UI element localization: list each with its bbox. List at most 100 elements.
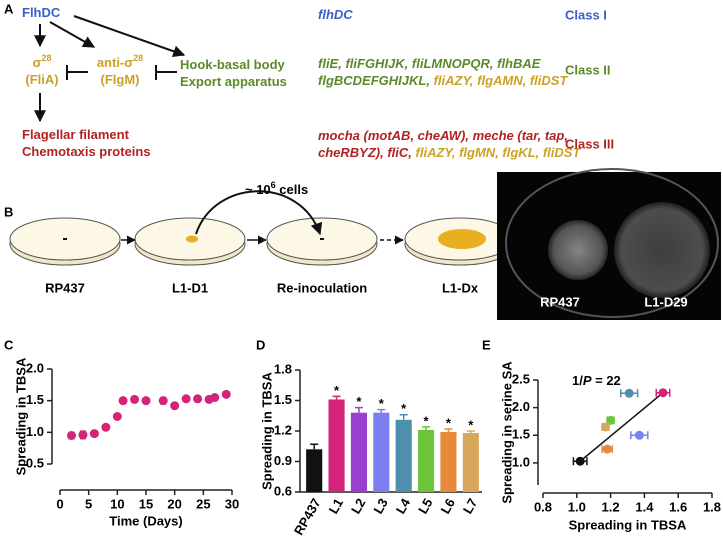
regulation-arrows	[34, 15, 186, 123]
text-segment: (FliA)	[25, 72, 58, 87]
gene-list: cheRBYZ), fliC, fliAZY, flgMN, flgKL, fl…	[318, 145, 581, 160]
bar	[373, 412, 390, 492]
class-label: Class III	[565, 136, 614, 151]
panel-label: D	[256, 337, 265, 352]
text-segment: fliE, fliFGHIJK, fliLMNOPQR, flhBAE	[318, 56, 541, 71]
x-tick-label: L5	[415, 496, 436, 517]
dish-label: Re-inoculation	[277, 280, 367, 295]
text-segment: fliAZY, flgMN, flgKL, fliDST	[416, 145, 582, 160]
text-segment: cheRBYZ), fliC,	[318, 145, 416, 160]
gene-list: flgBCDEFGHIJKL, fliAZY, flgAMN, fliDST	[318, 73, 568, 88]
significance: *	[401, 401, 407, 416]
node-label: (FlgM)	[101, 72, 140, 87]
error-bar	[332, 395, 341, 400]
x-tick-label: 25	[196, 496, 210, 511]
text-segment: σ	[33, 55, 42, 70]
node-label: Chemotaxis proteins	[22, 144, 151, 159]
point	[601, 422, 611, 432]
class-label: Class I	[565, 7, 607, 22]
y-tick-label: 2.0	[512, 399, 530, 414]
error-bar	[354, 406, 363, 413]
node-label: σ28	[33, 53, 52, 70]
bar	[306, 449, 323, 492]
node-label: (FliA)	[25, 72, 58, 87]
point	[112, 412, 122, 421]
y-axis-label: Spreading in TBSA	[259, 372, 274, 490]
error-bar	[444, 428, 453, 433]
point	[89, 429, 99, 439]
text-segment: flhDC	[318, 7, 353, 22]
photo-label: RP437	[540, 294, 580, 309]
point	[658, 388, 668, 398]
text-segment: Export apparatus	[180, 74, 287, 89]
text-segment: 6	[271, 180, 276, 190]
text-segment: fliAZY, flgAMN, fliDST	[434, 73, 569, 88]
x-tick-label: L4	[393, 495, 414, 516]
significance: *	[424, 413, 430, 428]
text-segment: FlhDC	[22, 5, 61, 20]
y-tick-label: 1.0	[26, 424, 44, 439]
x-tick-label: 1.8	[703, 499, 721, 514]
point	[602, 444, 612, 454]
point	[66, 431, 76, 440]
text-segment: cells	[276, 182, 309, 197]
error-bar	[310, 443, 319, 450]
x-tick-label: RP437	[291, 496, 324, 538]
panel-label: B	[4, 204, 13, 219]
y-tick-label: 1.0	[512, 454, 530, 469]
transfer-arrows	[121, 190, 404, 245]
x-tick-label: 1.2	[602, 499, 620, 514]
text-segment: flgBCDEFGHIJKL,	[318, 73, 434, 88]
significance: *	[468, 417, 474, 432]
significance: *	[356, 394, 362, 409]
class-label: Class II	[565, 62, 611, 77]
x-tick-label: 10	[110, 496, 124, 511]
x-axis-label: Spreading in TBSA	[569, 517, 687, 532]
dish-label: RP437	[45, 280, 85, 295]
gene-list: mocha (motAB, cheAW), meche (tar, tap,	[318, 128, 568, 143]
x-axis-label: Time (Days)	[109, 513, 182, 528]
bar	[462, 433, 479, 492]
node-label: anti-σ28	[97, 53, 143, 70]
transfer-label: ~ 106 cells	[245, 180, 308, 197]
panel-label: A	[4, 1, 14, 16]
y-axis-label: Spreading in TBSA	[13, 357, 28, 475]
text-segment: Flagellar filament	[22, 127, 130, 142]
photo-label: L1-D29	[644, 294, 687, 309]
y-axis-label: Spreading in serine SA	[499, 361, 514, 504]
point	[78, 430, 88, 440]
x-tick-label: 0	[56, 496, 63, 511]
dish-label: L1-D1	[172, 280, 208, 295]
bar	[328, 399, 345, 492]
error-bar	[422, 426, 431, 430]
point	[101, 422, 111, 432]
error-bar	[466, 430, 475, 434]
x-tick-label: L6	[437, 496, 458, 517]
text-segment: ~ 10	[245, 182, 271, 197]
node-label: FlhDC	[22, 5, 61, 20]
x-tick-label: L7	[460, 496, 481, 517]
panel-label: E	[482, 337, 491, 352]
significance: *	[379, 396, 385, 411]
panel-label: C	[4, 337, 14, 352]
text-segment: Hook-basal body	[180, 57, 286, 72]
y-tick-label: 1.8	[274, 361, 292, 376]
bar	[395, 419, 412, 492]
significance: *	[334, 383, 340, 398]
gene-list: fliE, fliFGHIJK, fliLMNOPQR, flhBAE	[318, 56, 541, 71]
y-tick-label: 1.5	[274, 392, 292, 407]
significance: *	[446, 415, 452, 430]
y-tick-label: 0.5	[26, 455, 44, 470]
x-tick-label: L3	[370, 496, 391, 517]
x-tick-label: 15	[139, 496, 153, 511]
point	[130, 394, 140, 404]
bar	[418, 429, 435, 492]
node-label: Export apparatus	[180, 74, 287, 89]
y-tick-label: 1.2	[274, 422, 292, 437]
point	[606, 415, 616, 425]
text-segment: 28	[41, 53, 51, 63]
point	[158, 396, 168, 406]
x-tick-label: L1	[326, 496, 347, 517]
node-label: Flagellar filament	[22, 127, 130, 142]
x-tick-label: 1.4	[635, 499, 654, 514]
